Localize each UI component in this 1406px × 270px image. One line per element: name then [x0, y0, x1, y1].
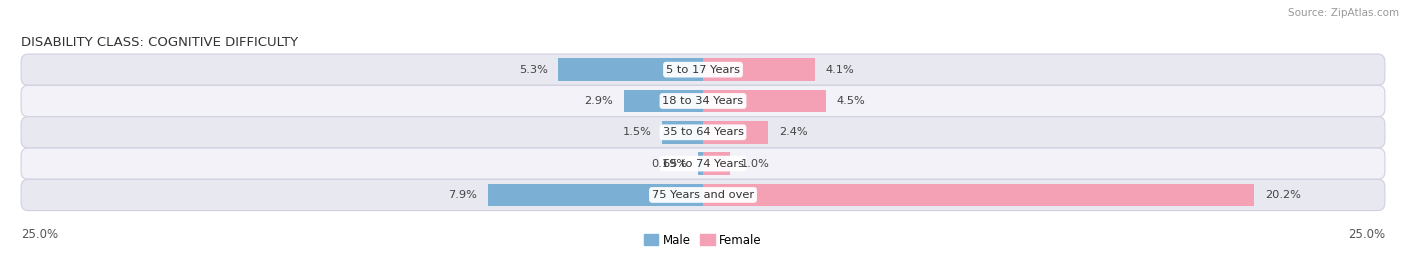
- Text: 25.0%: 25.0%: [1348, 228, 1385, 241]
- Legend: Male, Female: Male, Female: [640, 229, 766, 251]
- Text: 1.5%: 1.5%: [623, 127, 651, 137]
- FancyBboxPatch shape: [21, 54, 1385, 85]
- Text: 5.3%: 5.3%: [519, 65, 547, 75]
- FancyBboxPatch shape: [21, 85, 1385, 117]
- Text: 2.4%: 2.4%: [779, 127, 808, 137]
- Text: 2.9%: 2.9%: [585, 96, 613, 106]
- Text: 35 to 64 Years: 35 to 64 Years: [662, 127, 744, 137]
- Bar: [662, 121, 703, 144]
- Bar: [697, 152, 703, 175]
- Text: 1.0%: 1.0%: [741, 158, 770, 169]
- Text: Source: ZipAtlas.com: Source: ZipAtlas.com: [1288, 8, 1399, 18]
- Text: 20.2%: 20.2%: [1265, 190, 1301, 200]
- Text: 65 to 74 Years: 65 to 74 Years: [662, 158, 744, 169]
- Bar: [624, 90, 703, 112]
- Text: 0.19%: 0.19%: [651, 158, 688, 169]
- Bar: [703, 58, 815, 81]
- Text: 4.1%: 4.1%: [825, 65, 855, 75]
- Bar: [703, 152, 730, 175]
- FancyBboxPatch shape: [21, 148, 1385, 179]
- Bar: [558, 58, 703, 81]
- FancyBboxPatch shape: [21, 179, 1385, 211]
- Bar: [703, 121, 769, 144]
- Bar: [703, 90, 825, 112]
- Text: 4.5%: 4.5%: [837, 96, 866, 106]
- Text: 75 Years and over: 75 Years and over: [652, 190, 754, 200]
- Text: 25.0%: 25.0%: [21, 228, 58, 241]
- Text: 18 to 34 Years: 18 to 34 Years: [662, 96, 744, 106]
- Bar: [488, 184, 703, 206]
- Text: 7.9%: 7.9%: [447, 190, 477, 200]
- Text: 5 to 17 Years: 5 to 17 Years: [666, 65, 740, 75]
- FancyBboxPatch shape: [21, 117, 1385, 148]
- Text: DISABILITY CLASS: COGNITIVE DIFFICULTY: DISABILITY CLASS: COGNITIVE DIFFICULTY: [21, 36, 298, 49]
- Bar: [703, 184, 1254, 206]
